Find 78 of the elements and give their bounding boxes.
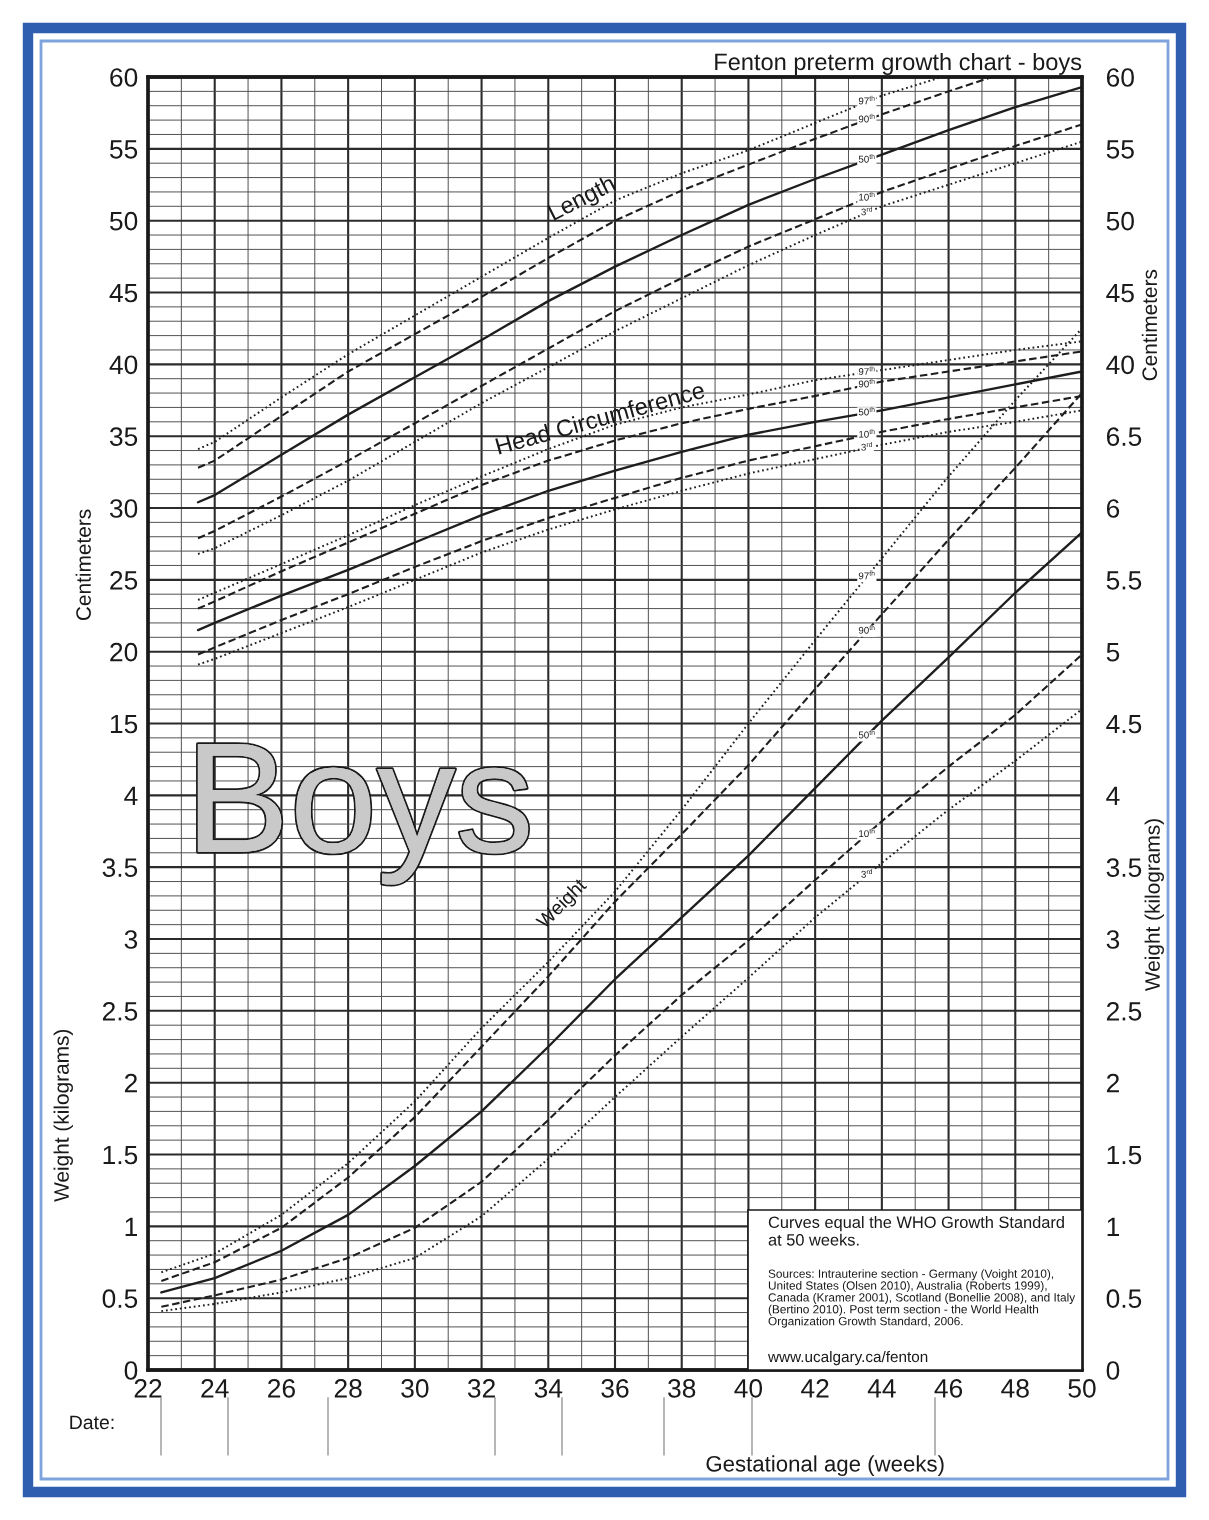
y-tick-label: 0 [124,1361,138,1380]
y-tick-label: 1 [125,1217,137,1236]
y-tick-label: 55 [109,140,138,159]
y-tick-label: 60 [110,68,138,87]
series-label: 50$^{th}$ [858,406,875,416]
series-label: 50$^{th}$ [858,154,875,163]
y2-axis-title: Weight (kilograms) [1144,819,1164,992]
y-tick-label: 15 [110,714,138,734]
series-label: 97$^{th}$ [858,570,875,580]
x-tick-label: 34 [534,1379,563,1398]
y2-tick-label: 3.5 [1106,858,1142,877]
y-tick-label: 2 [124,1073,137,1093]
y2-tick-label: 1 [1107,1217,1119,1236]
y2-tick-label: 2 [1106,1073,1119,1093]
series-label: 90$^{th}$ [858,378,875,388]
y-tick-label: 30 [109,499,138,518]
series-label: 3$^{rd}$ [861,441,873,451]
x-tick-label: 38 [668,1379,696,1398]
y2-tick-label: 5.5 [1106,571,1142,590]
series-label: 10$^{th}$ [859,429,875,438]
series-label: 97$^{th}$ [858,95,875,105]
y-tick-label: 25 [110,570,138,590]
y2-tick-label: 0.5 [1106,1289,1142,1308]
x-tick-label: 24 [201,1379,229,1398]
y-tick-label: 3.5 [102,858,138,877]
y-tick-label: 50 [109,211,138,231]
x-tick-label: 50 [1068,1379,1096,1398]
series-label: 97$^{th}$ [858,366,875,375]
y-tick-label: 4 [124,786,138,805]
annotation: Sources: Intrauterine section - Germany (Voight 2010), United States (Olsen 2010), Australia (Roberts 1999), Canada (Kramer 2001), Scotland (Bonellie 2008), and Italy (Bertino 2010). Post term section - the World Health Organization Growth Standard, 2006. [768,1269,1076,1328]
y2-tick-label: 6 [1106,499,1120,518]
y2-tick-label: 4 [1106,786,1120,805]
series-label: 3$^{rd}$ [861,206,873,216]
y-tick-label: 3 [124,930,138,949]
annotation: Curves equal the WHO Growth Standard at 50 weeks. [768,1216,1064,1246]
x-tick-label: 44 [867,1379,896,1398]
y2-tick-label: 55 [1106,140,1134,159]
series-label: 3$^{rd}$ [861,869,873,878]
series-label: 90$^{th}$ [858,113,875,123]
x-tick-label: 30 [401,1379,429,1398]
series-label: 10$^{th}$ [859,828,875,838]
y2-tick-label: 0 [1106,1361,1120,1380]
y2-tick-label: 1.5 [1107,1145,1142,1165]
y-tick-label: 40 [109,355,138,375]
series-label: 10$^{th}$ [859,192,875,201]
x-tick-label: 36 [601,1379,629,1398]
chart-title: Fenton preterm growth chart - boys [715,52,1082,75]
series-label: 90$^{th}$ [858,625,875,634]
x-tick-label: 28 [334,1379,362,1398]
y-tick-label: 1.5 [103,1145,138,1165]
x-axis-title: Gestational age (weeks) [706,1455,944,1477]
annotation: www.ucalgary.ca/fenton [767,1350,928,1366]
x-tick-label: 40 [734,1379,763,1398]
y2-tick-label: 2.5 [1106,1001,1142,1021]
y2-tick-label: 3 [1106,930,1120,949]
x-tick-label: 48 [1001,1379,1029,1398]
y-tick-label: 45 [109,283,138,303]
y2-tick-label: 60 [1106,68,1134,87]
y-tick-label: 0.5 [102,1289,138,1308]
x-tick-label: 46 [934,1379,963,1398]
y-axis-title: Centimeters [75,509,91,621]
y2-tick-label: 6.5 [1106,427,1142,446]
y-tick-label: 35 [109,427,138,446]
y2-tick-label: 4.5 [1106,714,1142,734]
x-tick-label: 26 [268,1379,295,1398]
y2-axis-title: Centimeters [1141,269,1158,381]
y-tick-label: 2.5 [102,1001,138,1021]
y2-tick-label: 45 [1106,283,1134,303]
y2-tick-label: 5 [1106,643,1120,662]
x-tick-label: 32 [467,1379,495,1398]
x-tick-label: 22 [134,1379,162,1398]
text: Date: [70,1415,114,1430]
y2-tick-label: 50 [1106,211,1134,231]
y2-tick-label: 40 [1106,355,1134,375]
y-tick-label: 20 [110,642,138,662]
x-tick-label: 42 [801,1379,829,1398]
series-label: 50$^{th}$ [858,729,875,739]
y-axis-title: Weight (kilograms) [53,1029,73,1202]
